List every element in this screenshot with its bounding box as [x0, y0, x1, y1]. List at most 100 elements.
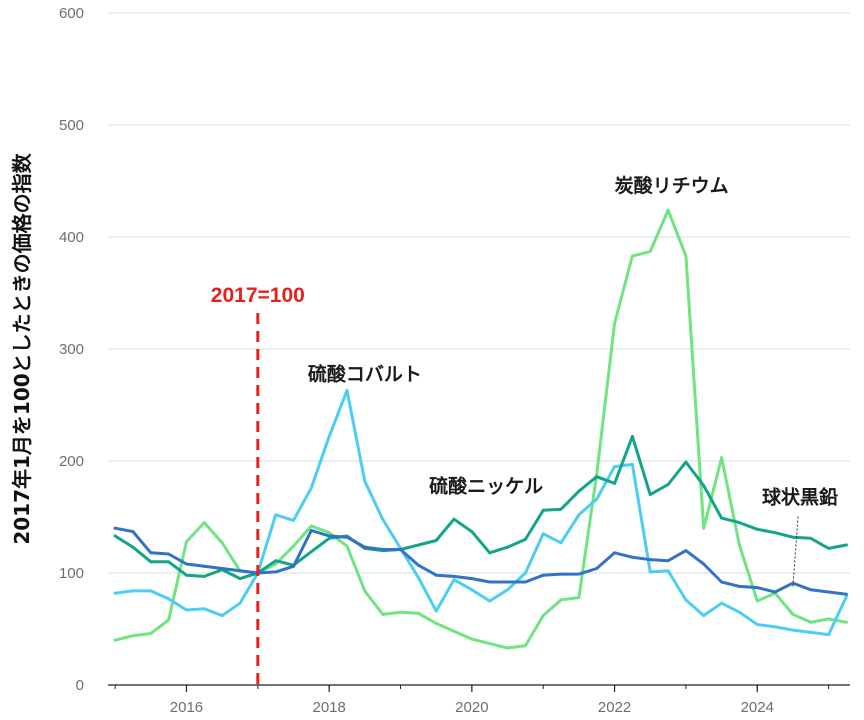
data-point-1-2	[149, 589, 153, 593]
data-point-0-38	[791, 613, 795, 616]
data-point-2-29	[631, 435, 634, 438]
data-point-0-32	[684, 254, 688, 258]
x-tick-label-2024: 2024	[741, 699, 774, 716]
data-point-3-3	[167, 552, 171, 556]
data-point-2-11	[309, 550, 313, 554]
y-tick-label-500: 500	[59, 117, 84, 134]
series-line-硫酸コバルト	[113, 388, 848, 637]
data-point-0-18	[434, 622, 438, 625]
series-球状黒鉛	[113, 526, 848, 596]
y-tick-label-100: 100	[59, 565, 84, 582]
data-point-1-1	[131, 589, 135, 593]
data-point-3-27	[595, 567, 599, 570]
data-point-3-20	[470, 577, 474, 580]
data-point-2-40	[827, 547, 830, 550]
y-tick-label-600: 600	[59, 5, 84, 22]
data-point-0-41	[845, 620, 848, 624]
data-point-0-12	[327, 531, 331, 535]
data-point-0-9	[274, 562, 278, 566]
data-point-1-30	[648, 570, 652, 574]
data-point-1-22	[506, 588, 509, 592]
data-point-2-20	[470, 530, 474, 533]
data-point-1-36	[755, 623, 759, 626]
data-point-2-21	[488, 551, 492, 555]
data-point-3-14	[363, 545, 367, 549]
data-point-0-39	[809, 620, 813, 624]
data-point-1-25	[559, 541, 563, 545]
data-point-3-24	[541, 573, 545, 577]
data-point-2-36	[755, 527, 759, 531]
data-point-3-12	[327, 534, 331, 538]
reference-line-group: 2017=100	[211, 284, 305, 685]
data-point-2-24	[541, 508, 545, 512]
data-point-3-19	[452, 575, 456, 578]
data-point-0-27	[595, 473, 599, 476]
data-point-2-5	[202, 575, 206, 578]
data-point-3-0	[113, 526, 117, 530]
data-point-2-3	[167, 560, 171, 564]
data-point-1-29	[631, 463, 634, 466]
data-point-2-9	[274, 559, 278, 563]
data-point-2-39	[809, 536, 813, 540]
data-point-0-25	[559, 598, 563, 602]
data-point-3-30	[648, 558, 652, 561]
data-point-2-27	[595, 475, 599, 479]
data-point-0-15	[381, 613, 385, 616]
data-point-1-38	[791, 628, 795, 632]
data-point-2-12	[327, 536, 331, 540]
data-point-0-24	[541, 614, 545, 617]
data-point-0-19	[452, 629, 456, 633]
data-point-3-10	[292, 564, 295, 568]
data-point-0-2	[149, 632, 153, 635]
data-point-2-4	[185, 573, 188, 577]
data-point-1-20	[470, 588, 474, 592]
data-point-1-28	[613, 465, 616, 468]
annotation-硫酸ニッケル: 硫酸ニッケル	[429, 474, 543, 497]
y-tick-label-200: 200	[59, 453, 84, 470]
data-point-0-14	[363, 589, 367, 593]
x-tick-label-2022: 2022	[598, 699, 631, 716]
data-point-1-33	[702, 614, 706, 617]
data-point-1-23	[524, 571, 527, 575]
data-point-2-17	[417, 543, 420, 547]
data-point-2-30	[648, 493, 652, 496]
data-point-2-22	[506, 545, 509, 549]
data-point-2-41	[845, 543, 848, 547]
y-axis-ticks: 0 100 200 300 400 500 600	[59, 5, 84, 694]
data-point-2-35	[738, 521, 741, 524]
data-point-0-36	[755, 599, 759, 603]
data-point-0-17	[417, 611, 420, 615]
data-point-3-31	[666, 559, 670, 563]
data-point-3-39	[809, 588, 813, 592]
x-tick-label-2018: 2018	[312, 699, 345, 716]
data-point-3-35	[738, 585, 741, 588]
x-axis: 2016 2018 2020 2022 2024	[108, 684, 850, 716]
data-point-3-6	[220, 567, 224, 570]
data-point-0-0	[113, 638, 117, 642]
data-point-0-26	[577, 596, 581, 599]
series-line-炭酸リチウム	[113, 208, 848, 650]
data-point-2-33	[702, 484, 706, 487]
data-point-1-27	[595, 497, 599, 501]
data-point-0-11	[309, 524, 313, 528]
data-point-1-6	[220, 614, 224, 617]
data-point-1-10	[292, 519, 295, 522]
data-point-1-37	[773, 625, 777, 629]
data-point-1-0	[113, 591, 117, 595]
data-point-1-21	[488, 599, 492, 603]
data-point-3-13	[345, 535, 349, 539]
data-point-3-23	[524, 580, 527, 584]
data-point-3-40	[827, 590, 830, 594]
data-point-0-13	[345, 544, 349, 548]
data-point-1-18	[434, 609, 438, 613]
series-line-球状黒鉛	[113, 526, 848, 596]
series-炭酸リチウム	[113, 208, 848, 650]
series-硫酸コバルト	[113, 388, 848, 637]
data-point-2-19	[452, 517, 456, 521]
series-line-硫酸ニッケル	[113, 434, 848, 581]
annotation-pointer-球状黒鉛	[792, 516, 799, 587]
data-point-0-16	[399, 610, 402, 614]
data-point-3-22	[506, 580, 509, 584]
